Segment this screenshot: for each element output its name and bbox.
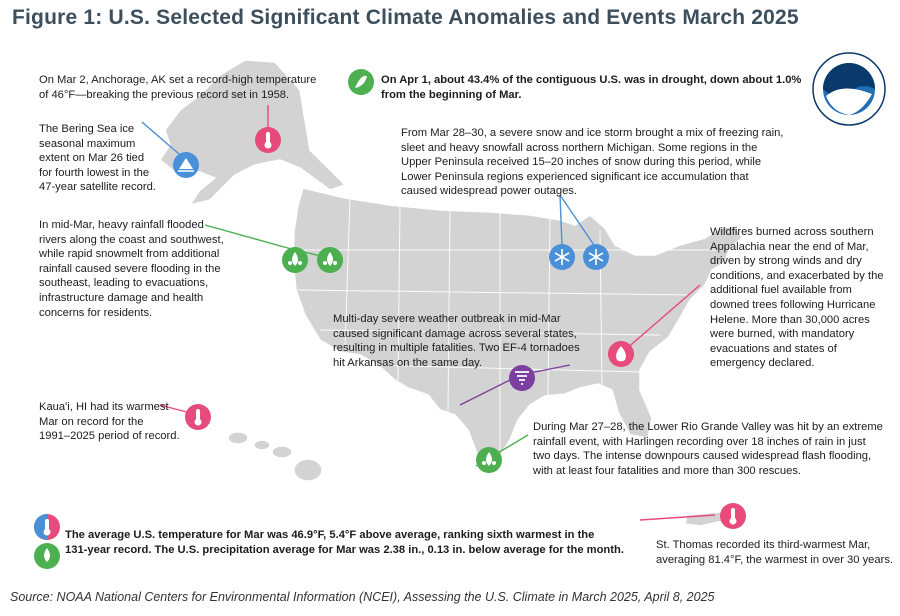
precipitation-icon [34, 543, 60, 569]
anchorage-note: On Mar 2, Anchorage, AK set a record-hig… [39, 74, 317, 101]
tornado-icon [509, 365, 535, 391]
rain-icon [282, 247, 308, 273]
wildfire-icon [608, 341, 634, 367]
st-thomas-note: St. Thomas recorded its third-warmest Ma… [656, 539, 894, 566]
bering-sea-note: The Bering Sea ice seasonal maximum extent… [39, 123, 156, 194]
sea-ice-icon [173, 152, 199, 178]
severe-weather-note: Multi-day severe weather outbreak in mid… [333, 313, 580, 369]
thermometer-icon [720, 503, 746, 529]
national-summary-note: The average U.S. temperature for Mar was… [65, 529, 624, 556]
state-lines [297, 197, 720, 450]
drought-icon [348, 69, 374, 95]
drought-note: On Apr 1, about 43.4% of the contiguous … [381, 74, 802, 101]
rain-icon [317, 247, 343, 273]
source-caption: Source: NOAA National Centers for Enviro… [10, 590, 715, 604]
kauai-note: Kaua'i, HI had its warmest Mar on record … [39, 401, 180, 443]
noaa-logo: NOAA [812, 52, 886, 126]
figure-title: Figure 1: U.S. Selected Significant Clim… [12, 6, 799, 29]
rio-grande-note: During Mar 27–28, the Lower Rio Grande V… [533, 421, 883, 477]
thermometer-icon [185, 404, 211, 430]
us-land [158, 59, 743, 527]
snowflake-icon [583, 244, 609, 270]
snowflake-icon [549, 244, 575, 270]
west-rainfall-note: In mid-Mar, heavy rainfall flooded rivers… [39, 219, 224, 319]
thermometer-icon [255, 127, 281, 153]
rain-icon [476, 447, 502, 473]
wildfire-note: Wildfires burned across southern Appalach… [710, 226, 884, 370]
temperature-icon [34, 514, 60, 540]
michigan-storm-note: From Mar 28–30, a severe snow and ice st… [401, 127, 784, 198]
logo-label: NOAA [834, 76, 863, 87]
